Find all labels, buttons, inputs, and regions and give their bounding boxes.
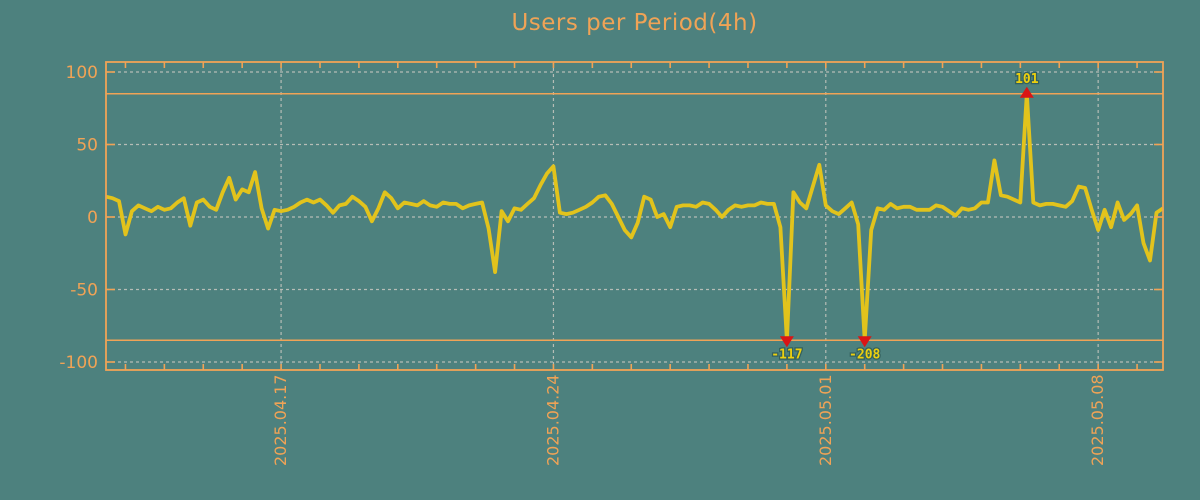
y-axis-label: -100 — [59, 353, 98, 373]
annotation--208: -208 — [849, 347, 880, 362]
x-axis-label: 2025.05.08 — [1088, 374, 1107, 466]
y-axis-label: 0 — [87, 208, 98, 228]
x-axis-label: 2025.04.24 — [543, 374, 562, 466]
y-axis-label: 100 — [66, 63, 98, 83]
plot-frame — [105, 61, 1164, 371]
x-axis-label: 2025.05.01 — [816, 374, 835, 466]
y-axis-label: -50 — [70, 281, 98, 301]
overflow-marker-down — [779, 336, 794, 348]
y-axis-label: 50 — [76, 136, 98, 156]
x-axis-label: 2025.04.17 — [271, 374, 290, 466]
overflow-marker-up — [1019, 86, 1034, 98]
annotation-101: 101 — [1015, 72, 1039, 87]
chart-title: Users per Period(4h) — [511, 10, 758, 36]
annotation--117: -117 — [771, 347, 802, 362]
overflow-marker-down — [857, 336, 872, 348]
data-line — [105, 91, 1165, 343]
